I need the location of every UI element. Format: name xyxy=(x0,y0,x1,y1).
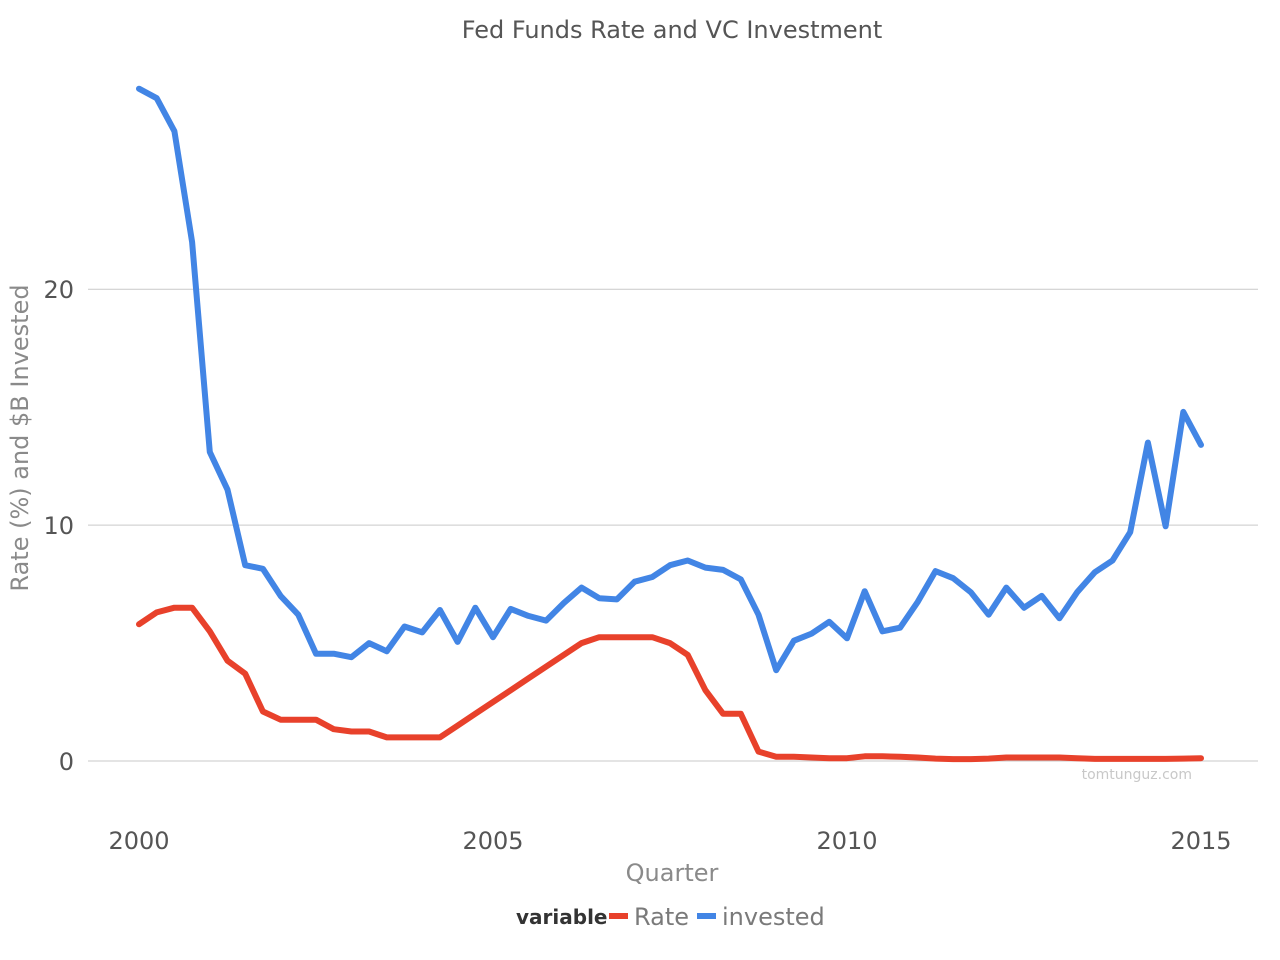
x-axis-ticks: 2000 2005 2010 2015 xyxy=(108,827,1231,855)
series-line-invested xyxy=(136,85,1204,674)
grid-lines xyxy=(88,288,1258,762)
legend-label-rate: Rate xyxy=(634,903,689,931)
x-axis-title: Quarter xyxy=(626,859,719,887)
watermark-text: tomtunguz.com xyxy=(1082,767,1192,783)
series-line-rate xyxy=(136,604,1204,763)
legend-label-invested: invested xyxy=(722,903,825,931)
chart-title: Fed Funds Rate and VC Investment xyxy=(462,16,883,44)
y-tick-label: 20 xyxy=(43,276,74,304)
series-lines xyxy=(136,85,1204,763)
y-tick-label: 10 xyxy=(43,512,74,540)
legend: variable Rate invested xyxy=(516,903,825,931)
x-tick-label: 2010 xyxy=(816,827,877,855)
x-tick-label: 2005 xyxy=(462,827,523,855)
legend-title: variable xyxy=(516,905,607,929)
y-tick-label: 0 xyxy=(59,748,74,776)
y-axis-ticks: 0 10 20 xyxy=(43,276,74,776)
x-tick-label: 2000 xyxy=(108,827,169,855)
y-axis-title: Rate (%) and $B Invested xyxy=(6,284,34,591)
x-tick-label: 2015 xyxy=(1170,827,1231,855)
